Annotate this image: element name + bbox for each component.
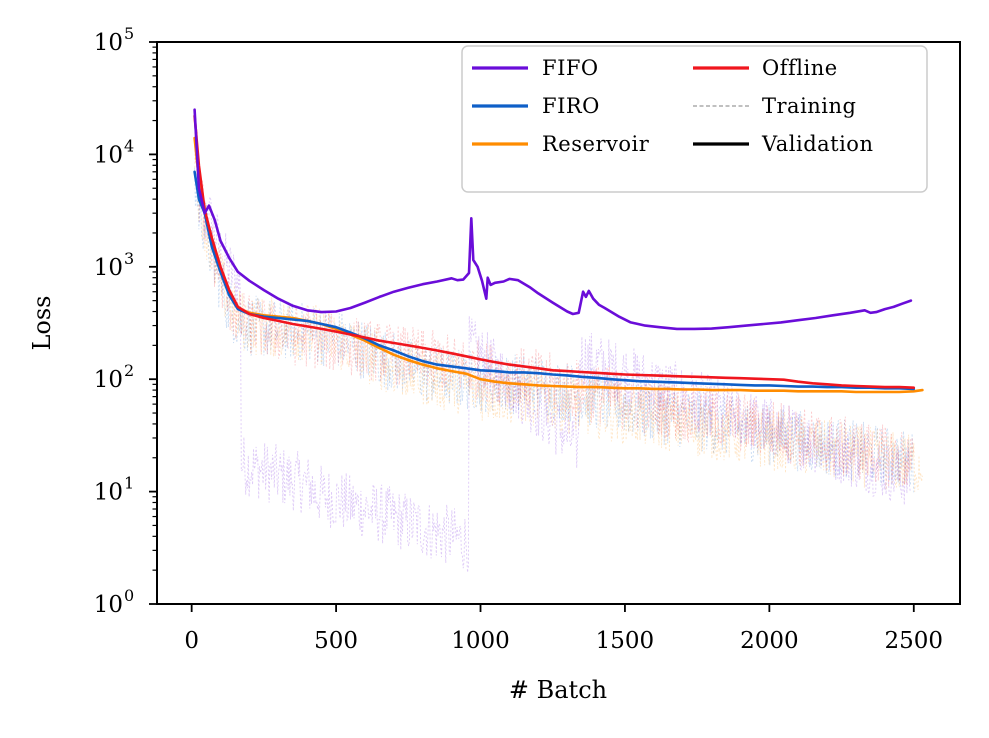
legend-box bbox=[461, 45, 928, 193]
x-axis-title: # Batch bbox=[509, 676, 607, 704]
y-tick-exponent: 5 bbox=[124, 24, 134, 43]
validation-curve-fifo bbox=[193, 108, 913, 331]
y-tick-label: 10 bbox=[94, 142, 123, 168]
x-tick-label: 500 bbox=[314, 628, 358, 654]
legend-label-training: Training bbox=[762, 94, 857, 118]
x-tick-label: 0 bbox=[184, 628, 199, 654]
y-axis-title: Loss bbox=[28, 295, 56, 350]
legend: FIFO Offline FIRO Training Reservoir Validati… bbox=[461, 45, 928, 193]
legend-label-reservoir: Reservoir bbox=[542, 132, 650, 156]
training-curve-offline bbox=[194, 129, 915, 487]
legend-label-firo: FIRO bbox=[542, 94, 600, 118]
validation-curve-firo bbox=[193, 170, 916, 391]
validation-curves-layer bbox=[193, 108, 924, 394]
y-tick-label: 10 bbox=[94, 30, 123, 56]
y-tick-exponent: 0 bbox=[124, 586, 134, 605]
y-tick-exponent: 2 bbox=[124, 361, 134, 380]
legend-label-fifo: FIFO bbox=[542, 56, 599, 80]
x-tick-label: 2000 bbox=[740, 628, 799, 654]
y-tick-label: 10 bbox=[94, 367, 123, 393]
y-tick-exponent: 1 bbox=[124, 474, 134, 493]
x-axis-ticks: 0 500 1000 1500 2000 2500 bbox=[184, 604, 943, 654]
training-curves-layer bbox=[194, 111, 923, 573]
y-tick-label: 10 bbox=[94, 255, 123, 281]
plot-frame bbox=[156, 41, 961, 605]
y-tick-label: 10 bbox=[94, 592, 123, 618]
x-tick-label: 1500 bbox=[596, 628, 655, 654]
validation-curve-offline bbox=[193, 114, 916, 389]
training-curve-firo bbox=[194, 167, 915, 493]
y-tick-label: 10 bbox=[94, 480, 123, 506]
training-curve-fifo bbox=[194, 111, 911, 573]
y-tick-exponent: 3 bbox=[124, 249, 134, 268]
legend-label-offline: Offline bbox=[762, 56, 838, 80]
legend-label-validation: Validation bbox=[761, 132, 873, 156]
y-tick-exponent: 4 bbox=[124, 136, 134, 155]
x-tick-label: 1000 bbox=[451, 628, 510, 654]
x-tick-label: 2500 bbox=[885, 628, 944, 654]
